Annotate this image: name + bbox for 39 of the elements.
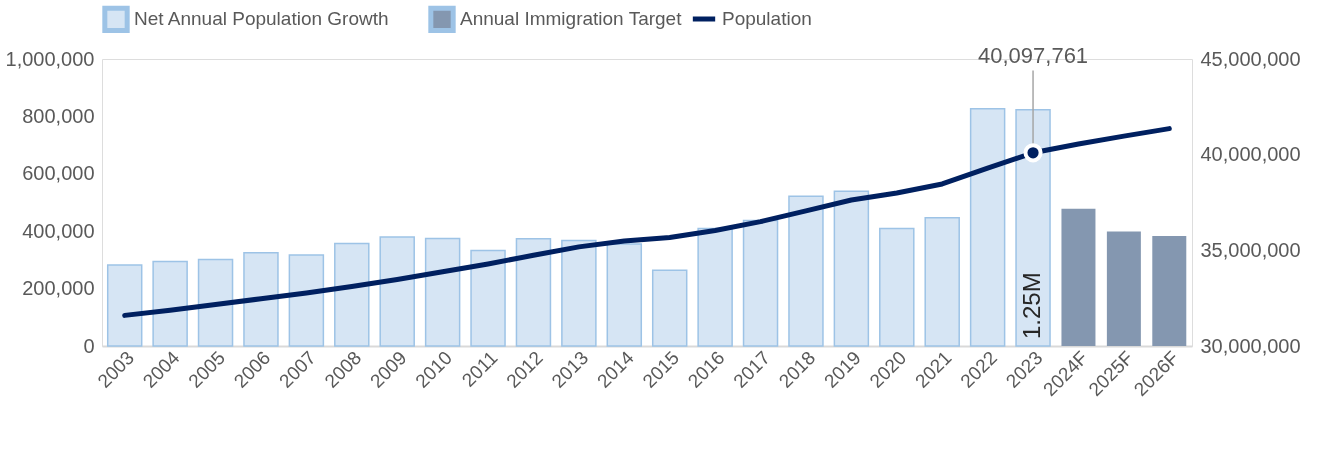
bar bbox=[651, 269, 688, 347]
bar bbox=[424, 237, 461, 347]
bar bbox=[288, 254, 325, 347]
data-label: 40,097,761 bbox=[977, 43, 1089, 69]
bar bbox=[879, 227, 915, 347]
y-tick-label: 600,000 bbox=[22, 162, 95, 185]
bar bbox=[697, 227, 733, 347]
y-tick-label: 0 bbox=[83, 334, 95, 357]
bar bbox=[924, 216, 960, 347]
y2-tick-label: 35,000,000 bbox=[1200, 238, 1301, 261]
bar bbox=[106, 264, 143, 347]
bar bbox=[243, 251, 279, 347]
bar bbox=[152, 260, 188, 347]
y-tick-label: 400,000 bbox=[22, 219, 95, 242]
legend-label: Net Annual Population Growth bbox=[134, 8, 389, 30]
bar bbox=[742, 219, 779, 347]
bar bbox=[1106, 231, 1141, 346]
y2-tick-label: 40,000,000 bbox=[1200, 143, 1301, 166]
y2-tick-label: 45,000,000 bbox=[1200, 47, 1301, 70]
bar bbox=[788, 195, 824, 347]
bar bbox=[1061, 208, 1096, 346]
bar bbox=[833, 190, 870, 347]
bar bbox=[379, 236, 415, 347]
y-tick-label: 200,000 bbox=[22, 277, 95, 300]
y-tick-label: 1,000,000 bbox=[5, 47, 95, 70]
bar bbox=[606, 243, 643, 347]
bar bbox=[470, 249, 506, 347]
bar bbox=[334, 242, 370, 347]
bar bbox=[1152, 236, 1187, 346]
bar bbox=[1015, 109, 1051, 347]
legend-label: Annual Immigration Target bbox=[460, 8, 683, 30]
bar bbox=[969, 107, 1006, 347]
bar bbox=[197, 258, 234, 347]
legend-label: Population bbox=[722, 8, 812, 29]
bar bbox=[515, 237, 552, 347]
y2-tick-label: 30,000,000 bbox=[1200, 334, 1301, 357]
bar bbox=[561, 239, 597, 347]
y-tick-label: 800,000 bbox=[22, 104, 95, 127]
annotation: 1.25M bbox=[1018, 272, 1046, 339]
